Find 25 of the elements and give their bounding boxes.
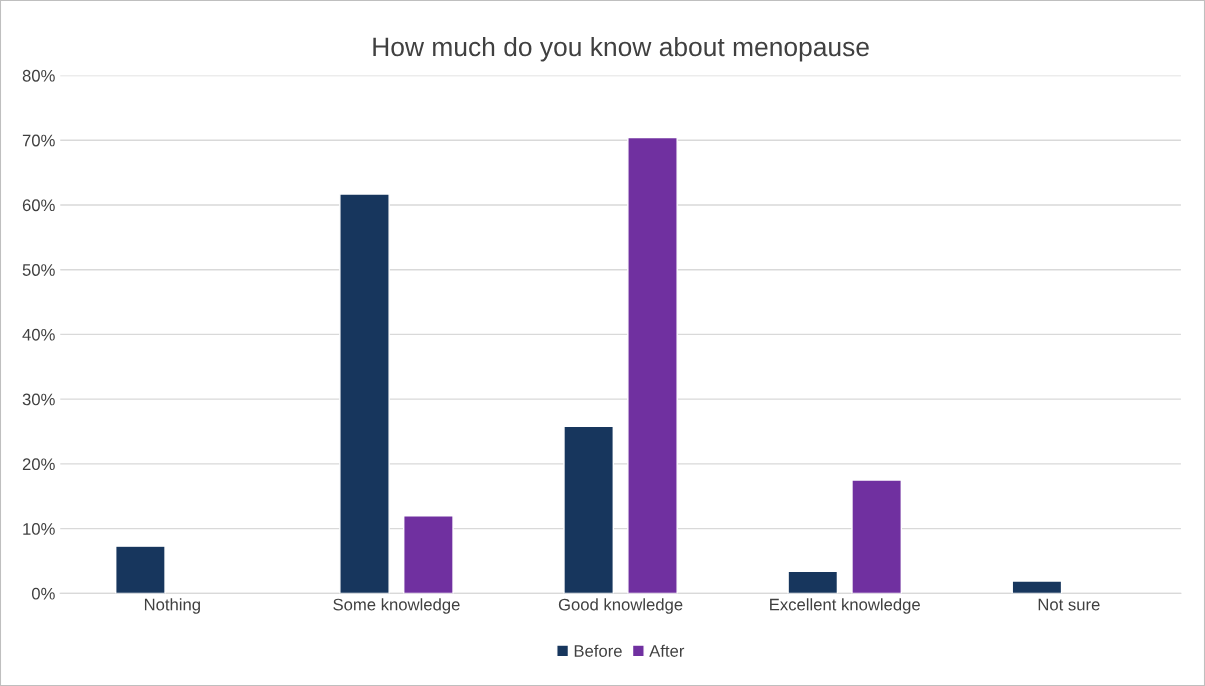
- y-tick-label: 30%: [22, 393, 55, 406]
- bar: [787, 570, 839, 594]
- y-tick-label: 80%: [22, 69, 55, 82]
- bar: [851, 479, 902, 594]
- y-tick-label: 20%: [22, 458, 55, 471]
- bar: [403, 515, 454, 594]
- bar: [563, 425, 614, 594]
- legend-label: After: [649, 644, 685, 657]
- y-tick-label: 50%: [22, 264, 55, 276]
- legend-label: Before: [574, 644, 622, 657]
- bar: [115, 545, 166, 594]
- x-tick-label: Not sure: [1038, 598, 1100, 611]
- bar: [1011, 580, 1063, 594]
- y-tick-label: 10%: [23, 523, 55, 535]
- y-tick-label: 40%: [22, 328, 55, 341]
- bar: [339, 193, 390, 594]
- x-tick-label: Excellent knowledge: [770, 598, 920, 614]
- chart-title: How much do you know about menopause: [373, 36, 869, 62]
- bar: [627, 136, 678, 594]
- x-tick-label: Good knowledge: [558, 598, 683, 614]
- y-tick-label: 0%: [31, 587, 55, 600]
- x-tick-label: Nothing: [144, 598, 200, 614]
- x-tick-label: Some knowledge: [333, 598, 460, 614]
- y-tick-label: 60%: [22, 199, 55, 212]
- y-tick-label: 70%: [22, 134, 55, 147]
